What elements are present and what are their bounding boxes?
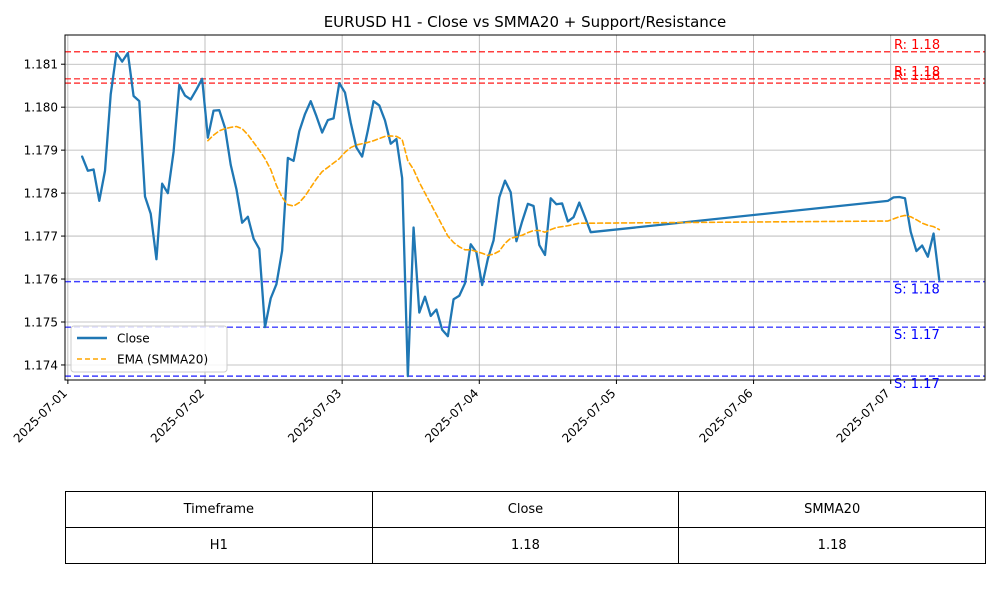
summary-table: Timeframe Close SMMA20 H1 1.18 1.18 — [65, 491, 986, 564]
y-tick-label: 1.180 — [24, 101, 58, 115]
header-smma20: SMMA20 — [678, 491, 986, 528]
x-tick-label: 2025-07-01 — [11, 386, 70, 445]
legend: Close EMA (SMMA20) — [70, 325, 228, 373]
resistance-label: R: 1.18 — [894, 65, 940, 80]
chart-title: EURUSD H1 - Close vs SMMA20 + Support/Re… — [324, 13, 727, 31]
support-label: S: 1.17 — [894, 377, 940, 392]
smma20-series-line — [207, 125, 941, 257]
x-tick-label: 2025-07-02 — [148, 386, 207, 445]
cell-timeframe: H1 — [65, 527, 373, 564]
y-tick-label: 1.178 — [24, 187, 58, 201]
y-tick-label: 1.175 — [24, 315, 58, 329]
cell-close: 1.18 — [371, 527, 680, 564]
summary-header-row: Timeframe Close SMMA20 — [65, 491, 986, 528]
y-tick-label: 1.181 — [24, 58, 58, 72]
y-tick-label: 1.174 — [24, 358, 58, 372]
legend-label-smma20: EMA (SMMA20) — [117, 353, 208, 367]
legend-label-close: Close — [117, 332, 150, 346]
x-tick-label: 2025-07-04 — [422, 386, 481, 445]
plot-frame — [64, 34, 986, 381]
support-label: S: 1.18 — [894, 283, 940, 298]
price-chart: EURUSD H1 - Close vs SMMA20 + Support/Re… — [11, 13, 986, 445]
x-tick-label: 2025-07-07 — [834, 386, 893, 445]
header-close: Close — [371, 491, 680, 528]
y-tick-label: 1.177 — [24, 230, 58, 244]
resistance-label: R: 1.18 — [894, 38, 940, 53]
x-axis-ticks: 2025-07-01 2025-07-02 2025-07-03 2025-07-04… — [11, 380, 893, 445]
header-timeframe: Timeframe — [65, 491, 373, 528]
x-tick-label: 2025-07-05 — [559, 386, 618, 445]
y-axis-ticks: 1.174 1.175 1.176 1.177 1.178 1.179 1.180 1.181 — [24, 58, 65, 372]
x-tick-label: 2025-07-06 — [696, 386, 755, 445]
resistance-label: R: 1.18 — [894, 69, 940, 84]
legend-box — [70, 325, 228, 373]
grid — [65, 35, 985, 380]
y-tick-label: 1.176 — [24, 273, 58, 287]
support-label: S: 1.17 — [894, 328, 940, 343]
y-tick-label: 1.179 — [24, 144, 58, 158]
x-tick-label: 2025-07-03 — [285, 386, 344, 445]
summary-data-row: H1 1.18 1.18 — [65, 527, 986, 564]
cell-smma20: 1.18 — [678, 527, 986, 564]
series-lines — [80, 51, 941, 378]
level-labels: R: 1.18R: 1.18R: 1.18S: 1.18S: 1.17S: 1.… — [894, 38, 940, 392]
support-resistance-lines — [65, 51, 985, 377]
